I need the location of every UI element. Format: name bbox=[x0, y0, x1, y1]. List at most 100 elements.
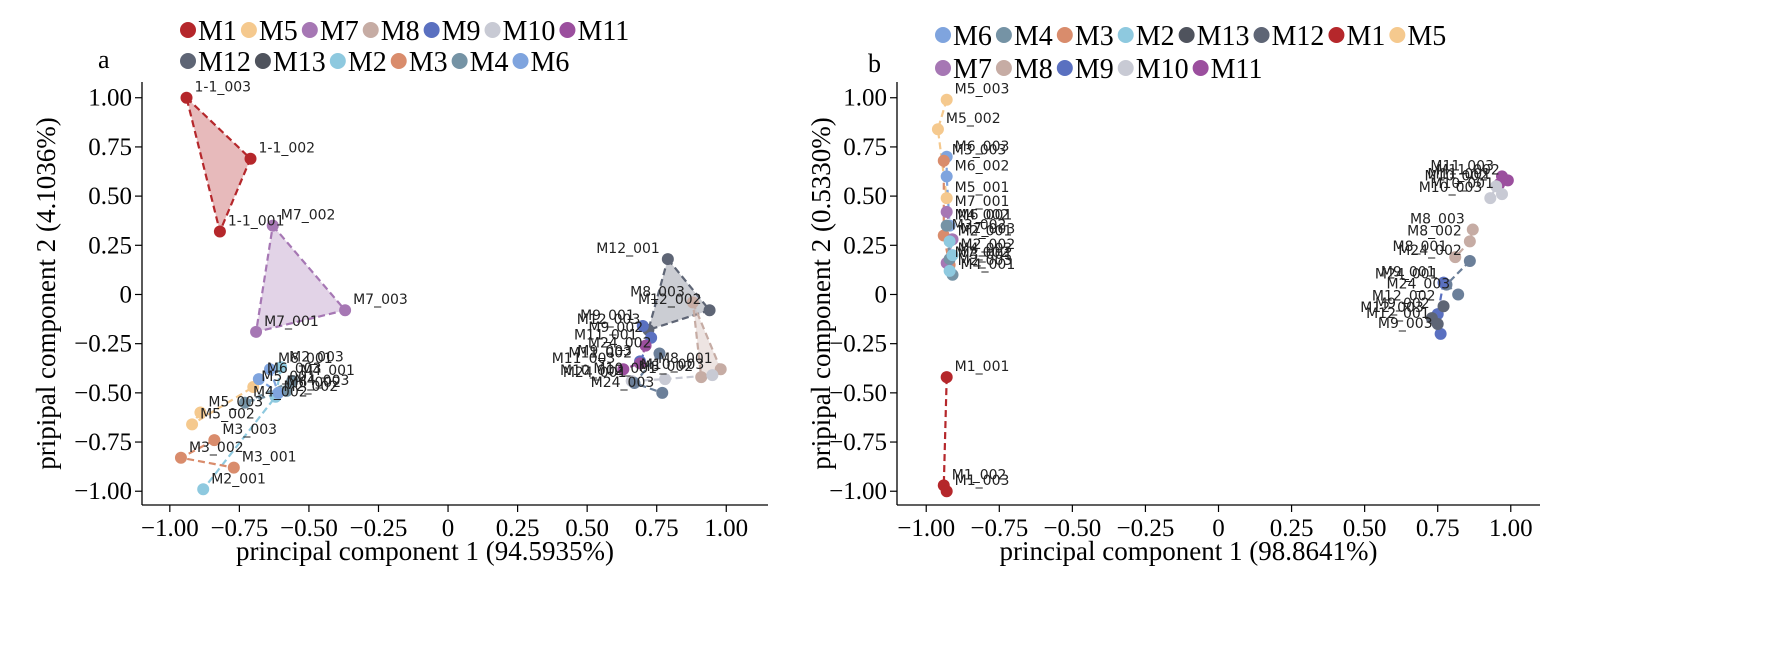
legend-marker-m13 bbox=[254, 53, 271, 69]
legend-label-m6: M6 bbox=[531, 47, 570, 78]
x-tick-label: 1.00 bbox=[1489, 515, 1533, 542]
point-label-m24_002: M24_002 bbox=[588, 336, 652, 352]
point-label-m11_002: M11_002 bbox=[1436, 162, 1500, 178]
x-tick-label: −0.25 bbox=[350, 515, 408, 542]
point-label-m1_001: M1_001 bbox=[955, 359, 1010, 375]
legend-marker-m8 bbox=[362, 22, 379, 38]
point-m2_003 bbox=[943, 264, 956, 277]
y-tick-label: 0.25 bbox=[843, 232, 887, 259]
x-tick-label: 0.25 bbox=[1270, 515, 1314, 542]
legend-marker-m2 bbox=[329, 53, 346, 69]
point-label-m7_002: M7_002 bbox=[955, 245, 1010, 261]
y-tick-label: 0.50 bbox=[88, 183, 132, 210]
legend-marker-m9 bbox=[1056, 60, 1073, 76]
point-m3_002 bbox=[174, 451, 187, 464]
legend-marker-m10 bbox=[1117, 60, 1134, 76]
y-axis-title: pripipal component 2 (0.5330%) bbox=[806, 117, 836, 469]
point-label-m10_003: M10_003 bbox=[641, 357, 705, 373]
legend-marker-m7 bbox=[301, 22, 318, 38]
point-label-m3_003: M3_003 bbox=[952, 143, 1007, 159]
point-label-m11_002: M11_002 bbox=[568, 345, 632, 361]
point-label-m9_002: M9_002 bbox=[1375, 296, 1430, 312]
point-label-m10_002: M10_002 bbox=[1425, 168, 1489, 184]
x-axis-title: principal component 1 (94.5935%) bbox=[236, 536, 614, 566]
point-label-m3_001: M3_001 bbox=[242, 450, 297, 466]
point-1-1_001 bbox=[213, 225, 226, 238]
point-m5_001 bbox=[940, 192, 953, 205]
legend-label-m12: M12 bbox=[198, 47, 251, 78]
legend-marker-m3 bbox=[1056, 27, 1073, 43]
point-m3_003 bbox=[937, 154, 950, 167]
point-label-m12_002: M12_002 bbox=[1372, 288, 1436, 304]
legend-label-m4: M4 bbox=[1014, 21, 1053, 52]
point-m4_001 bbox=[286, 375, 299, 388]
x-tick-label: 0.50 bbox=[1343, 515, 1387, 542]
point-m11_002 bbox=[634, 357, 647, 370]
y-tick-label: 0 bbox=[120, 281, 133, 308]
legend-marker-m4 bbox=[995, 27, 1012, 43]
point-m5_003 bbox=[194, 406, 207, 419]
point-1-1_003 bbox=[180, 91, 193, 104]
point-label-m7_001: M7_001 bbox=[955, 194, 1010, 210]
group-shape-m1 bbox=[942, 377, 948, 492]
legend-label-m13: M13 bbox=[273, 47, 326, 78]
point-label-m4_002: M4_002 bbox=[253, 385, 308, 401]
x-tick-label: 0 bbox=[1212, 515, 1225, 542]
point-label-m1_002: M1_002 bbox=[952, 467, 1007, 483]
y-tick-label: 1.00 bbox=[88, 85, 132, 112]
point-label-m3_002: M3_002 bbox=[952, 217, 1007, 233]
legend-marker-m12 bbox=[180, 53, 196, 69]
panel-letter: a bbox=[98, 45, 110, 74]
point-m2_001 bbox=[943, 235, 956, 248]
data-points bbox=[931, 93, 1514, 498]
point-label-m24_003: M24_003 bbox=[591, 375, 655, 391]
point-label-m5_003: M5_003 bbox=[208, 395, 263, 411]
point-label-m6_001: M6_001 bbox=[278, 351, 333, 367]
point-m24_003 bbox=[656, 386, 669, 399]
point-m8_001 bbox=[714, 363, 727, 376]
point-m24_002 bbox=[653, 347, 666, 360]
point-m8_001 bbox=[1449, 251, 1462, 264]
point-m4_002 bbox=[238, 396, 251, 409]
point-label-m8_003: M8_003 bbox=[630, 284, 685, 300]
point-label-1-1_002: 1-1_002 bbox=[259, 141, 316, 157]
legend-label-m7: M7 bbox=[953, 54, 992, 85]
point-m2_003 bbox=[275, 361, 288, 374]
point-label-m8_002: M8_002 bbox=[639, 359, 694, 375]
legend-marker-m9 bbox=[423, 22, 440, 38]
legend-label-m10: M10 bbox=[1136, 54, 1189, 85]
point-label-m12_001: M12_001 bbox=[1366, 306, 1430, 322]
legend-marker-m11 bbox=[559, 22, 576, 38]
point-label-m12_002: M12_002 bbox=[638, 292, 702, 308]
point-label-m2_001: M2_001 bbox=[211, 471, 266, 487]
legend-marker-m8 bbox=[995, 60, 1012, 76]
x-tick-label: −0.75 bbox=[210, 515, 268, 542]
point-label-m11_001: M11_001 bbox=[574, 328, 638, 344]
point-label-m10_003: M10_003 bbox=[1419, 180, 1483, 196]
legend-marker-m5 bbox=[1389, 27, 1406, 43]
legend-label-m7: M7 bbox=[320, 16, 359, 47]
point-label-m9_003: M9_003 bbox=[577, 343, 632, 359]
point-label-m9_001: M9_001 bbox=[1381, 265, 1436, 281]
point-label-m6_002: M6_002 bbox=[955, 158, 1010, 174]
x-tick-label: −0.75 bbox=[970, 515, 1028, 542]
point-label-m9_003: M9_003 bbox=[1378, 316, 1433, 332]
legend-label-m4: M4 bbox=[470, 47, 509, 78]
x-tick-label: 0.25 bbox=[496, 515, 540, 542]
x-tick-label: −1.00 bbox=[897, 515, 955, 542]
point-label-m4_002: M4_002 bbox=[955, 208, 1010, 224]
point-label-m4_003: M4_003 bbox=[958, 241, 1013, 257]
point-m1_003 bbox=[940, 485, 953, 498]
point-label-m2_003: M2_003 bbox=[289, 349, 344, 365]
legend-label-m8: M8 bbox=[1014, 54, 1053, 85]
point-label-m4_001: M4_001 bbox=[961, 257, 1016, 273]
legend-marker-m7 bbox=[935, 60, 951, 76]
point-m8_002 bbox=[1463, 235, 1476, 248]
point-m8_002 bbox=[695, 371, 708, 384]
x-tick-label: −1.00 bbox=[141, 515, 199, 542]
panel-a: −1.00 −0.75 −0.50 −0.25 0 0.25 0.50 0.75 1.00 1.0… bbox=[31, 16, 768, 566]
point-m24_001 bbox=[628, 377, 641, 390]
point-m7_003 bbox=[339, 304, 352, 317]
legend-marker-m13 bbox=[1178, 27, 1195, 43]
